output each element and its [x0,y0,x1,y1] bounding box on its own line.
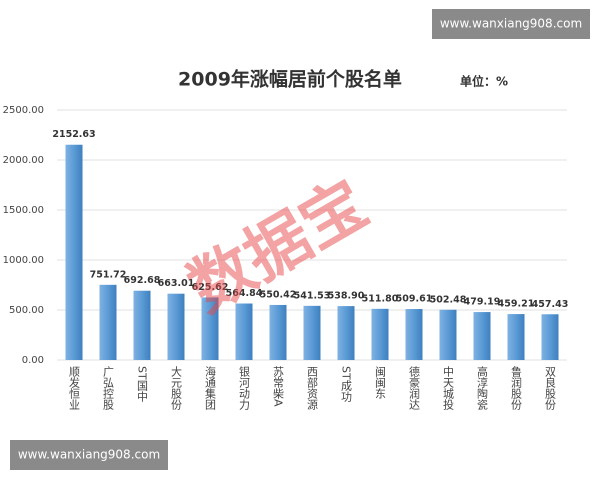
value-label: 479.19 [464,297,501,308]
value-label: 538.90 [328,291,365,302]
y-tick-label: 1500.00 [3,205,44,216]
unit-label: 单位：% [460,74,508,89]
bar [235,303,253,360]
watermark: www.wanxiang908.com [18,448,160,462]
bar [269,304,287,360]
value-label: 457.43 [532,299,569,310]
value-label: 502.48 [430,294,467,305]
bar [303,305,321,360]
chart-title: 2009年涨幅居前个股名单 [178,68,402,91]
value-label: 550.42 [260,289,297,300]
x-tick-label: 西部资源 [306,366,319,411]
value-label: 692.68 [124,275,161,286]
value-label: 663.01 [158,278,195,289]
x-tick-label: 苏常柴A [272,366,285,407]
y-tick-label: 2000.00 [3,155,44,166]
x-tick-label: ST国中 [136,366,149,402]
bar [405,309,423,360]
bar [439,309,457,360]
value-label: 625.62 [192,282,229,293]
y-tick-label: 500.00 [9,305,44,316]
bar [167,293,185,360]
bar [133,290,151,360]
x-tick-label: ST成功 [340,366,353,402]
x-tick-label: 大元股份 [170,365,183,411]
value-label: 564.84 [226,288,263,299]
x-tick-label: 广弘控股 [102,366,115,411]
bar [65,144,83,360]
value-label: 459.21 [498,299,535,310]
stamp: 数据宝 [177,167,380,327]
x-tick-label: 双良股份 [544,366,557,411]
bar [201,297,219,360]
x-tick-label: 中天城投 [442,366,455,411]
bar [337,306,355,360]
x-tick-label: 银河动力 [238,365,251,410]
value-label: 2152.63 [52,129,95,140]
bar [541,314,559,360]
y-tick-label: 1000.00 [3,255,44,266]
bar [371,308,389,360]
bar [507,314,525,360]
watermark-box [432,9,590,39]
watermark: www.wanxiang908.com [440,17,582,31]
x-tick-label: 鲁润股份 [510,365,523,411]
value-label: 541.53 [294,290,331,301]
x-tick-label: 高淳陶瓷 [476,365,489,410]
watermark-box [10,440,168,470]
x-tick-label: 德豪润达 [408,365,421,410]
y-tick-label: 2500.00 [3,105,44,116]
y-tick-label: 0.00 [22,355,44,366]
x-tick-label: 闽闽东 [374,366,387,399]
bar [473,312,491,360]
x-tick-label: 顺发恒业 [68,366,81,410]
bar [99,284,117,360]
value-label: 509.61 [396,294,433,305]
value-label: 511.80 [362,293,399,304]
x-tick-label: 海通集团 [204,365,217,411]
value-label: 751.72 [90,269,127,280]
